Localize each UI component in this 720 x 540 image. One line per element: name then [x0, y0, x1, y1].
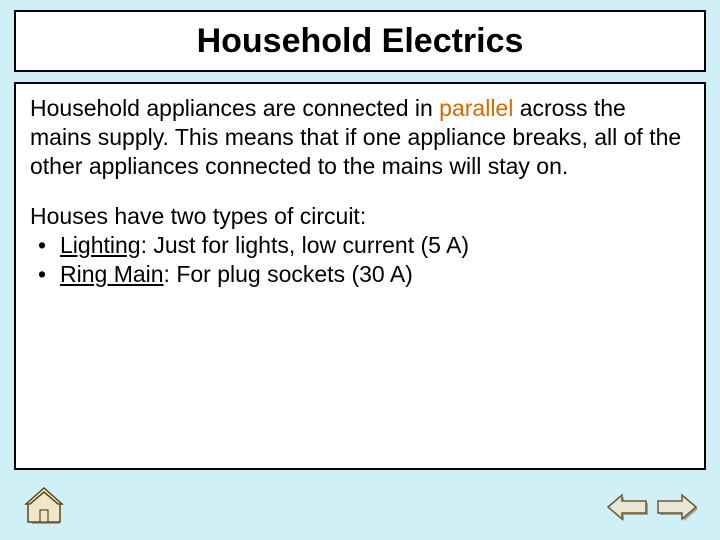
list-item: Lighting: Just for lights, low current (…: [30, 231, 690, 260]
home-icon[interactable]: [24, 486, 64, 526]
title-box: Household Electrics: [14, 10, 706, 72]
nav-arrows: [606, 492, 700, 522]
prev-arrow-icon[interactable]: [606, 492, 650, 522]
bullet1-term: Lighting: [60, 232, 141, 258]
next-arrow-icon[interactable]: [656, 492, 700, 522]
page-title: Household Electrics: [197, 22, 524, 61]
paragraph-2: Houses have two types of circuit:: [30, 202, 690, 231]
bullet2-term: Ring Main: [60, 261, 164, 287]
bullet1-rest: : Just for lights, low current (5 A): [141, 232, 470, 258]
list-item: Ring Main: For plug sockets (30 A): [30, 260, 690, 289]
paragraph-1: Household appliances are connected in pa…: [30, 94, 690, 180]
para1-pre: Household appliances are connected in: [30, 95, 439, 121]
circuit-list: Lighting: Just for lights, low current (…: [30, 231, 690, 289]
bullet2-rest: : For plug sockets (30 A): [164, 261, 413, 287]
para1-highlight: parallel: [439, 95, 513, 121]
content-box: Household appliances are connected in pa…: [14, 82, 706, 470]
